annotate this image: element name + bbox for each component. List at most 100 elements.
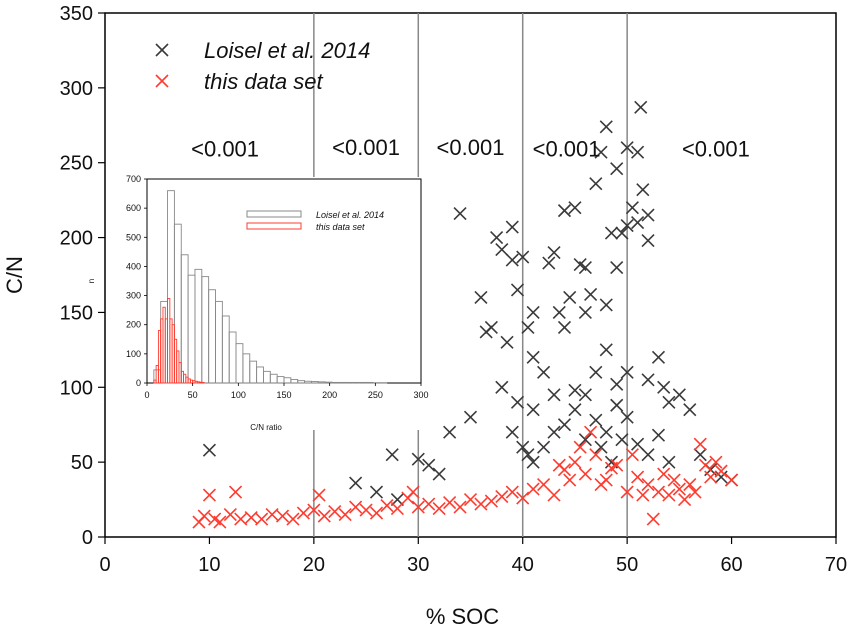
inset-frame — [146, 178, 422, 384]
x-tick-label: 70 — [825, 554, 847, 576]
marker-stroke — [432, 467, 446, 481]
point-this-data-set — [312, 488, 326, 502]
y-tick-label: 150 — [60, 302, 93, 324]
marker-stroke — [599, 343, 613, 357]
marker-stroke — [505, 425, 519, 439]
point-this-data-set — [275, 509, 290, 523]
marker-stroke — [636, 488, 650, 502]
marker-stroke — [651, 428, 666, 442]
marker-stroke — [338, 507, 352, 522]
point-this-data-set — [516, 491, 530, 505]
point-loisel-2014 — [537, 365, 551, 379]
marker-stroke — [631, 216, 645, 230]
marker-stroke — [443, 496, 457, 510]
point-this-data-set — [338, 507, 352, 522]
point-loisel-2014 — [526, 403, 540, 417]
marker-stroke — [610, 260, 624, 275]
point-loisel-2014 — [578, 260, 592, 275]
point-loisel-2014 — [422, 458, 436, 472]
marker-stroke — [573, 440, 587, 454]
inset-legend-label-this-data-set: this data set — [316, 222, 365, 232]
point-loisel-2014 — [589, 413, 603, 427]
point-this-data-set — [563, 473, 577, 487]
point-this-data-set — [213, 515, 227, 529]
marker-stroke — [578, 433, 592, 447]
point-this-data-set — [255, 512, 269, 526]
point-loisel-2014 — [714, 470, 728, 484]
inset-x-tick-label: 0 — [144, 390, 149, 400]
legend-marker-this-data-set — [155, 74, 169, 88]
point-loisel-2014 — [490, 231, 504, 245]
marker-stroke — [698, 458, 713, 472]
y-tick-label: 100 — [60, 377, 93, 399]
marker-stroke — [557, 320, 572, 334]
point-loisel-2014 — [443, 425, 457, 439]
point-this-data-set — [552, 458, 566, 472]
point-loisel-2014 — [521, 448, 535, 462]
point-this-data-set — [594, 478, 608, 492]
marker-stroke — [615, 433, 629, 447]
band-p-value-label: <0.001 — [682, 137, 750, 162]
marker-stroke — [547, 388, 561, 402]
point-loisel-2014 — [557, 418, 572, 432]
inset-x-tick-label: 50 — [188, 390, 198, 400]
point-loisel-2014 — [662, 395, 676, 409]
point-loisel-2014 — [620, 219, 634, 233]
marker-stroke — [610, 398, 624, 412]
point-loisel-2014 — [599, 298, 613, 312]
marker-stroke — [610, 377, 624, 391]
inset-bar-loisel-2014 — [345, 381, 353, 384]
point-loisel-2014 — [610, 260, 624, 275]
marker-stroke — [589, 177, 603, 191]
point-loisel-2014 — [526, 455, 540, 469]
point-this-data-set — [380, 498, 394, 513]
marker-stroke — [443, 425, 457, 439]
marker-stroke — [646, 512, 660, 526]
marker-stroke — [286, 512, 300, 526]
point-this-data-set — [698, 458, 713, 472]
inset-bar-loisel-2014 — [352, 381, 360, 384]
y-tick-label: 200 — [60, 228, 93, 250]
inset-x-tick-label: 100 — [231, 390, 246, 400]
point-this-data-set — [688, 485, 702, 499]
point-loisel-2014 — [563, 290, 577, 305]
marker-stroke — [683, 403, 697, 417]
inset-bar-loisel-2014 — [324, 381, 333, 384]
point-loisel-2014 — [683, 403, 697, 417]
point-loisel-2014 — [516, 250, 530, 264]
inset-y-tick-label: 700 — [126, 174, 141, 184]
point-this-data-set — [484, 494, 498, 508]
point-this-data-set — [672, 482, 686, 496]
marker-stroke — [307, 503, 321, 517]
point-this-data-set — [411, 500, 425, 514]
series-this-data-set — [192, 425, 739, 529]
point-loisel-2014 — [385, 448, 399, 462]
marker-stroke — [552, 458, 566, 472]
marker-stroke — [693, 448, 707, 462]
point-this-data-set — [709, 455, 723, 469]
marker-stroke — [463, 493, 478, 507]
point-loisel-2014 — [526, 350, 540, 364]
series-loisel-2014 — [202, 100, 739, 507]
marker-stroke — [202, 488, 216, 502]
point-loisel-2014 — [505, 220, 519, 234]
point-loisel-2014 — [599, 120, 613, 134]
marker-stroke — [615, 226, 629, 240]
inset-x-tick-label: 250 — [368, 390, 383, 400]
marker-stroke — [651, 350, 666, 364]
marker-stroke — [625, 448, 639, 462]
point-this-data-set — [422, 497, 436, 511]
marker-stroke — [662, 488, 676, 502]
point-loisel-2014 — [578, 433, 592, 447]
point-this-data-set — [443, 496, 457, 510]
marker-stroke — [516, 491, 530, 505]
point-loisel-2014 — [636, 183, 650, 197]
point-this-data-set — [390, 501, 404, 516]
point-loisel-2014 — [620, 141, 634, 155]
point-this-data-set — [714, 464, 728, 478]
marker-stroke — [620, 365, 634, 379]
marker-stroke — [296, 506, 310, 520]
point-loisel-2014 — [578, 305, 592, 319]
marker-stroke — [406, 485, 420, 499]
